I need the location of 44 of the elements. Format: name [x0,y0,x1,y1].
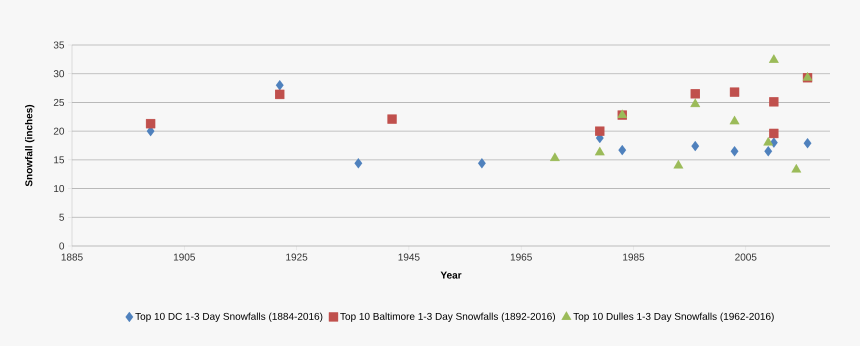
point [763,136,774,146]
x-axis-title: Year [440,272,462,279]
y-tick-label: 25 [54,98,64,106]
point [691,140,700,152]
point [769,97,779,107]
point [550,152,560,162]
legend-label: Top 10 Dulles 1-3 Day Snowfalls (1962-2016) [573,312,774,322]
point [764,146,772,156]
y-tick-label: 35 [54,41,64,49]
y-tick-label: 0 [59,242,64,250]
point [730,146,738,156]
point [690,89,700,99]
point [673,160,684,169]
point [769,128,779,138]
x-tick-label: 1905 [174,254,195,261]
point [804,138,812,148]
x-tick-label: 1885 [62,254,83,261]
x-tick-label: 1985 [623,254,644,261]
point [768,54,779,63]
point [791,164,802,173]
point [146,118,156,128]
x-tick-label: 1945 [398,254,420,261]
point [276,80,284,90]
legend-label: Top 10 Baltimore 1-3 Day Snowfalls (1892-2016) [340,312,555,322]
point [594,146,605,156]
x-tick-label: 1965 [510,254,532,261]
y-tick-label: 5 [59,214,64,221]
point [690,98,700,108]
x-tick-label: 2005 [735,254,756,261]
point [730,116,740,124]
y-tick-label: 30 [54,70,64,78]
y-axis-title: Snowfall (inches) [25,104,34,186]
point [618,144,626,156]
y-tick-label: 15 [54,156,64,164]
y-tick-label: 10 [54,185,64,192]
x-tick-label: 1925 [286,254,308,261]
point [595,126,604,136]
point [275,90,284,100]
point [354,158,362,169]
point [730,87,740,97]
legend-label: Top 10 DC 1-3 Day Snowfalls (1884-2016) [135,312,322,322]
point [478,158,486,169]
point [387,114,397,124]
y-tick-label: 20 [54,128,64,135]
